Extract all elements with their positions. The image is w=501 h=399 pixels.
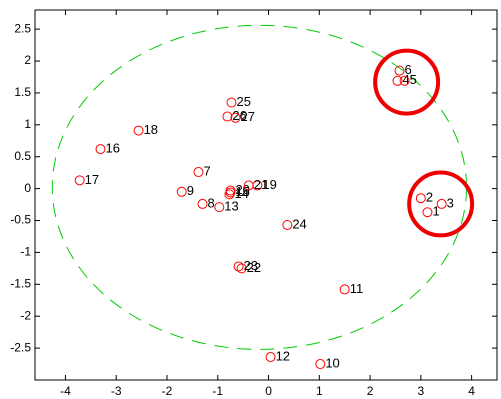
point-label: 25 bbox=[236, 94, 250, 109]
x-tick-label: -2 bbox=[162, 384, 173, 398]
point bbox=[422, 207, 433, 218]
point bbox=[214, 202, 225, 213]
point-label: 16 bbox=[105, 141, 119, 156]
y-tick-label: -0.5 bbox=[10, 213, 31, 227]
y-tick-label: -1.5 bbox=[10, 276, 31, 290]
point-label: 12 bbox=[276, 348, 290, 363]
point-label: 21 bbox=[254, 177, 268, 192]
point bbox=[193, 167, 204, 178]
point bbox=[236, 263, 247, 274]
point-label: 4 bbox=[402, 72, 409, 87]
point-label: 5 bbox=[410, 72, 417, 87]
point bbox=[315, 359, 326, 370]
x-tick-label: 2 bbox=[367, 384, 374, 398]
y-tick-label: 1 bbox=[24, 117, 31, 131]
x-tick-label: -3 bbox=[111, 384, 122, 398]
highlight-circle bbox=[407, 170, 475, 238]
point-label: 17 bbox=[85, 172, 99, 187]
point-label: 27 bbox=[241, 109, 255, 124]
y-tick-label: 1.5 bbox=[14, 85, 31, 99]
highlight-circle bbox=[373, 48, 441, 116]
point-label: 23 bbox=[244, 258, 258, 273]
point bbox=[394, 65, 405, 76]
y-tick-label: -2.5 bbox=[10, 340, 31, 354]
point bbox=[224, 189, 235, 200]
point-label: 6 bbox=[405, 62, 412, 77]
x-tick-label: 1 bbox=[316, 384, 323, 398]
point-label: 9 bbox=[187, 183, 194, 198]
y-tick-label: 0 bbox=[24, 181, 31, 195]
point-label: 20 bbox=[235, 182, 249, 197]
point-label: 7 bbox=[203, 163, 210, 178]
point-label: 22 bbox=[247, 260, 261, 275]
point-label: 8 bbox=[208, 195, 215, 210]
point bbox=[339, 284, 350, 295]
point bbox=[436, 198, 447, 209]
point-label: 1 bbox=[432, 204, 439, 219]
point-label: 2 bbox=[426, 190, 433, 205]
point bbox=[230, 112, 241, 123]
point-label: 15 bbox=[235, 184, 249, 199]
point bbox=[265, 352, 276, 363]
y-tick-label: 0.5 bbox=[14, 149, 31, 163]
x-tick-label: 3 bbox=[418, 384, 425, 398]
point bbox=[415, 193, 426, 204]
point-label: 10 bbox=[325, 355, 339, 370]
point bbox=[225, 185, 236, 196]
point bbox=[176, 186, 187, 197]
point bbox=[282, 219, 293, 230]
y-tick-label: 2.5 bbox=[14, 21, 31, 35]
point bbox=[233, 261, 244, 272]
point-label: 18 bbox=[144, 122, 158, 137]
point-label: 14 bbox=[234, 186, 248, 201]
point bbox=[222, 111, 233, 122]
y-tick-label: 2 bbox=[24, 53, 31, 67]
point bbox=[243, 180, 254, 191]
plot-frame bbox=[34, 9, 498, 381]
point bbox=[392, 75, 403, 86]
point bbox=[197, 198, 208, 209]
x-tick-label: -1 bbox=[212, 384, 223, 398]
point bbox=[74, 175, 85, 186]
point-label: 24 bbox=[292, 216, 306, 231]
point-label: 11 bbox=[350, 281, 364, 296]
x-tick-label: 0 bbox=[265, 384, 272, 398]
point-label: 13 bbox=[224, 199, 238, 214]
y-tick-label: -1 bbox=[20, 245, 31, 259]
x-tick-label: -4 bbox=[60, 384, 71, 398]
point bbox=[95, 144, 106, 155]
point bbox=[226, 97, 237, 108]
point bbox=[133, 125, 144, 136]
y-tick-label: -2 bbox=[20, 308, 31, 322]
x-tick-label: 4 bbox=[468, 384, 475, 398]
point bbox=[399, 75, 410, 86]
point-label: 3 bbox=[447, 195, 454, 210]
point-label: 19 bbox=[262, 177, 276, 192]
